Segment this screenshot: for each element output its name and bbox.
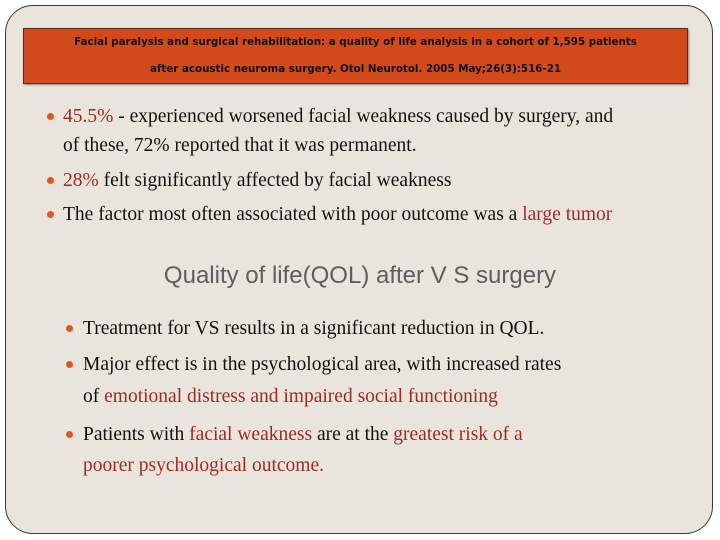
bullet-3: The factor most often associated with po… [63,200,612,230]
bullet-6-cont: poorer psychological outcome. [83,455,324,476]
bullet-icon [47,113,54,120]
reference-banner: Facial paralysis and surgical rehabilita… [23,28,688,84]
bullet-icon [66,361,73,368]
stat-highlight: 28% [63,170,99,191]
bullet-icon [47,211,54,218]
highlight: large tumor [522,204,613,225]
bullet-text: Patients with [83,424,190,445]
bullet-text: felt significantly affected by facial we… [98,170,452,191]
bullet-text: are at the [312,424,394,445]
highlight: greatest risk of a [393,424,523,445]
section-title: Quality of life(QOL) after V S surgery [163,262,557,289]
highlight: emotional distress and impaired social f… [104,386,498,407]
bullet-4: Treatment for VS results in a significan… [83,318,545,339]
bullet-icon [66,431,73,438]
reference-line-1: Facial paralysis and surgical rehabilita… [74,36,637,48]
bullet-text: - experienced worsened facial weakness c… [113,106,614,127]
bullet-text: of [83,386,105,407]
bullet-icon [66,325,73,332]
bullet-text: The factor most often associated with po… [63,204,523,225]
reference-line-2: after acoustic neuroma surgery. Otol Neu… [149,63,562,75]
bullet-icon [47,177,54,184]
bullet-5: Major effect is in the psychological are… [83,354,562,375]
highlight: facial weakness [189,424,313,445]
slide [5,5,713,534]
bullet-1: 45.5% - experienced worsened facial weak… [63,102,613,132]
bullet-1-cont: of these, 72% reported that it was perma… [63,135,417,156]
bullet-6: Patients with facial weakness are at the… [83,420,523,450]
bullet-2: 28% felt significantly affected by facia… [63,166,451,196]
bullet-5-cont: of emotional distress and impaired socia… [83,382,498,412]
stat-highlight: 45.5% [63,106,114,127]
